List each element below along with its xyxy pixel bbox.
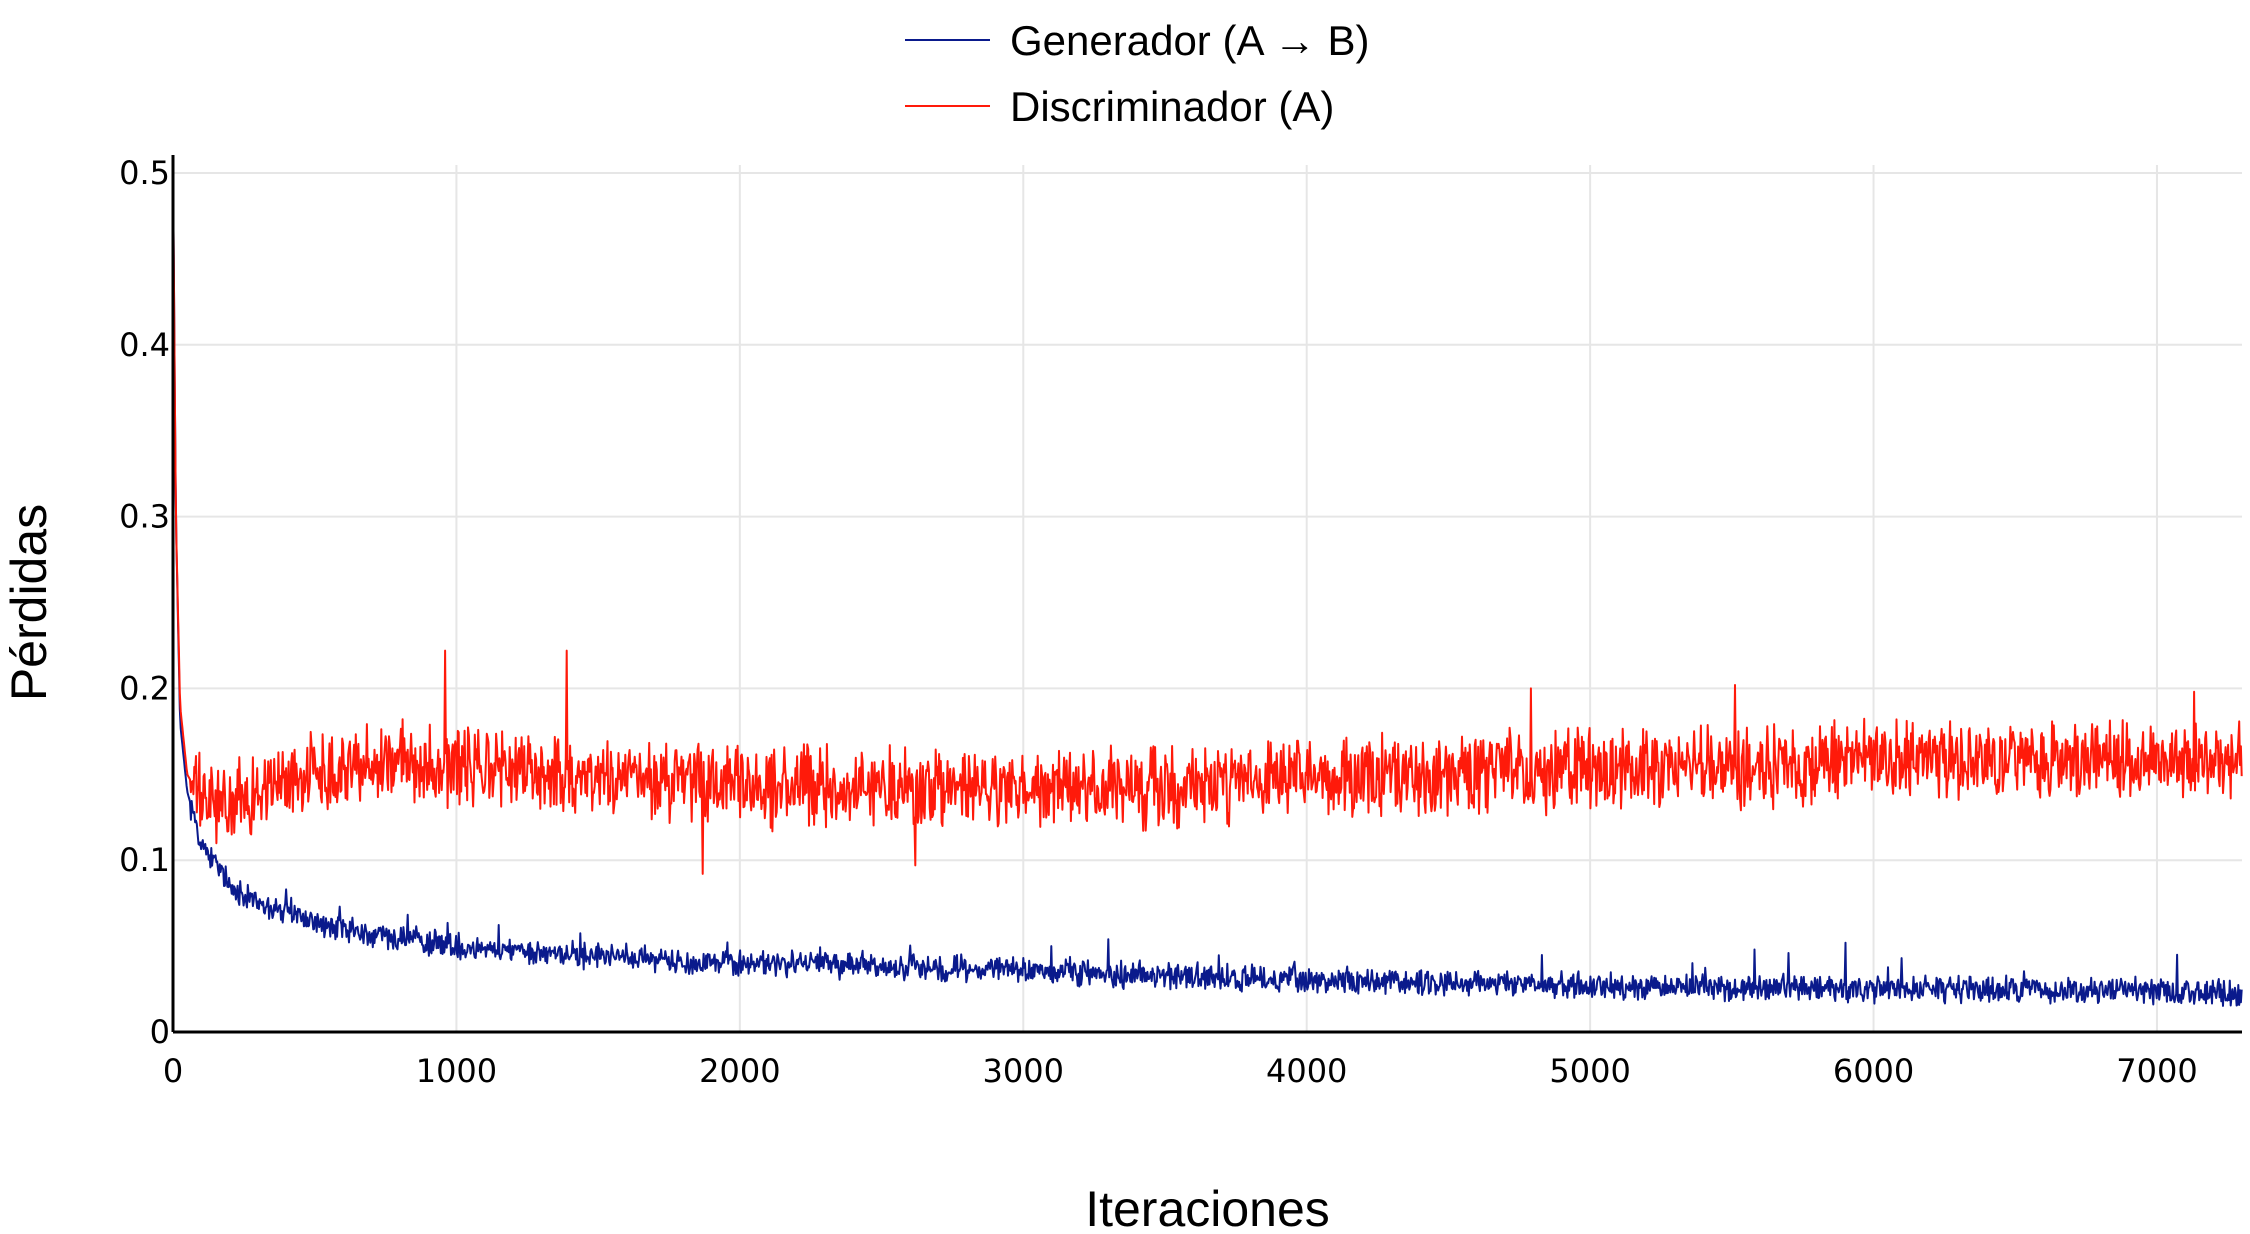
legend-label: Generador (A → B) bbox=[1010, 17, 1369, 64]
x-tick-label: 1000 bbox=[416, 1052, 497, 1090]
axes bbox=[171, 155, 2242, 1034]
legend: Generador (A → B) Discriminador (A) bbox=[905, 17, 1369, 130]
y-tick-label: 0 bbox=[150, 1013, 170, 1051]
x-tick-label: 0 bbox=[163, 1052, 183, 1090]
series-line-2 bbox=[172, 172, 2243, 875]
tick-labels: 0 1000 2000 3000 4000 5000 6000 7000 0 0.1 0.2 0.3 0… bbox=[119, 154, 2198, 1090]
y-tick-label: 0.4 bbox=[119, 326, 170, 364]
x-tick-label: 7000 bbox=[2116, 1052, 2197, 1090]
y-tick-label: 0.2 bbox=[119, 669, 170, 707]
legend-label: Discriminador (A) bbox=[1010, 83, 1334, 130]
y-axis-title: Pérdidas bbox=[1, 504, 57, 701]
gridlines bbox=[173, 165, 2242, 1032]
x-tick-label: 5000 bbox=[1549, 1052, 1630, 1090]
x-tick-label: 2000 bbox=[699, 1052, 780, 1090]
y-tick-label: 0.1 bbox=[119, 841, 170, 879]
x-tick-label: 6000 bbox=[1833, 1052, 1914, 1090]
series-lines bbox=[172, 172, 2243, 1007]
y-tick-label: 0.5 bbox=[119, 154, 170, 192]
x-tick-label: 3000 bbox=[983, 1052, 1064, 1090]
x-axis-title: Iteraciones bbox=[1085, 1181, 1330, 1234]
y-tick-label: 0.3 bbox=[119, 498, 170, 536]
series-line-1 bbox=[172, 172, 2243, 1007]
x-tick-label: 4000 bbox=[1266, 1052, 1347, 1090]
